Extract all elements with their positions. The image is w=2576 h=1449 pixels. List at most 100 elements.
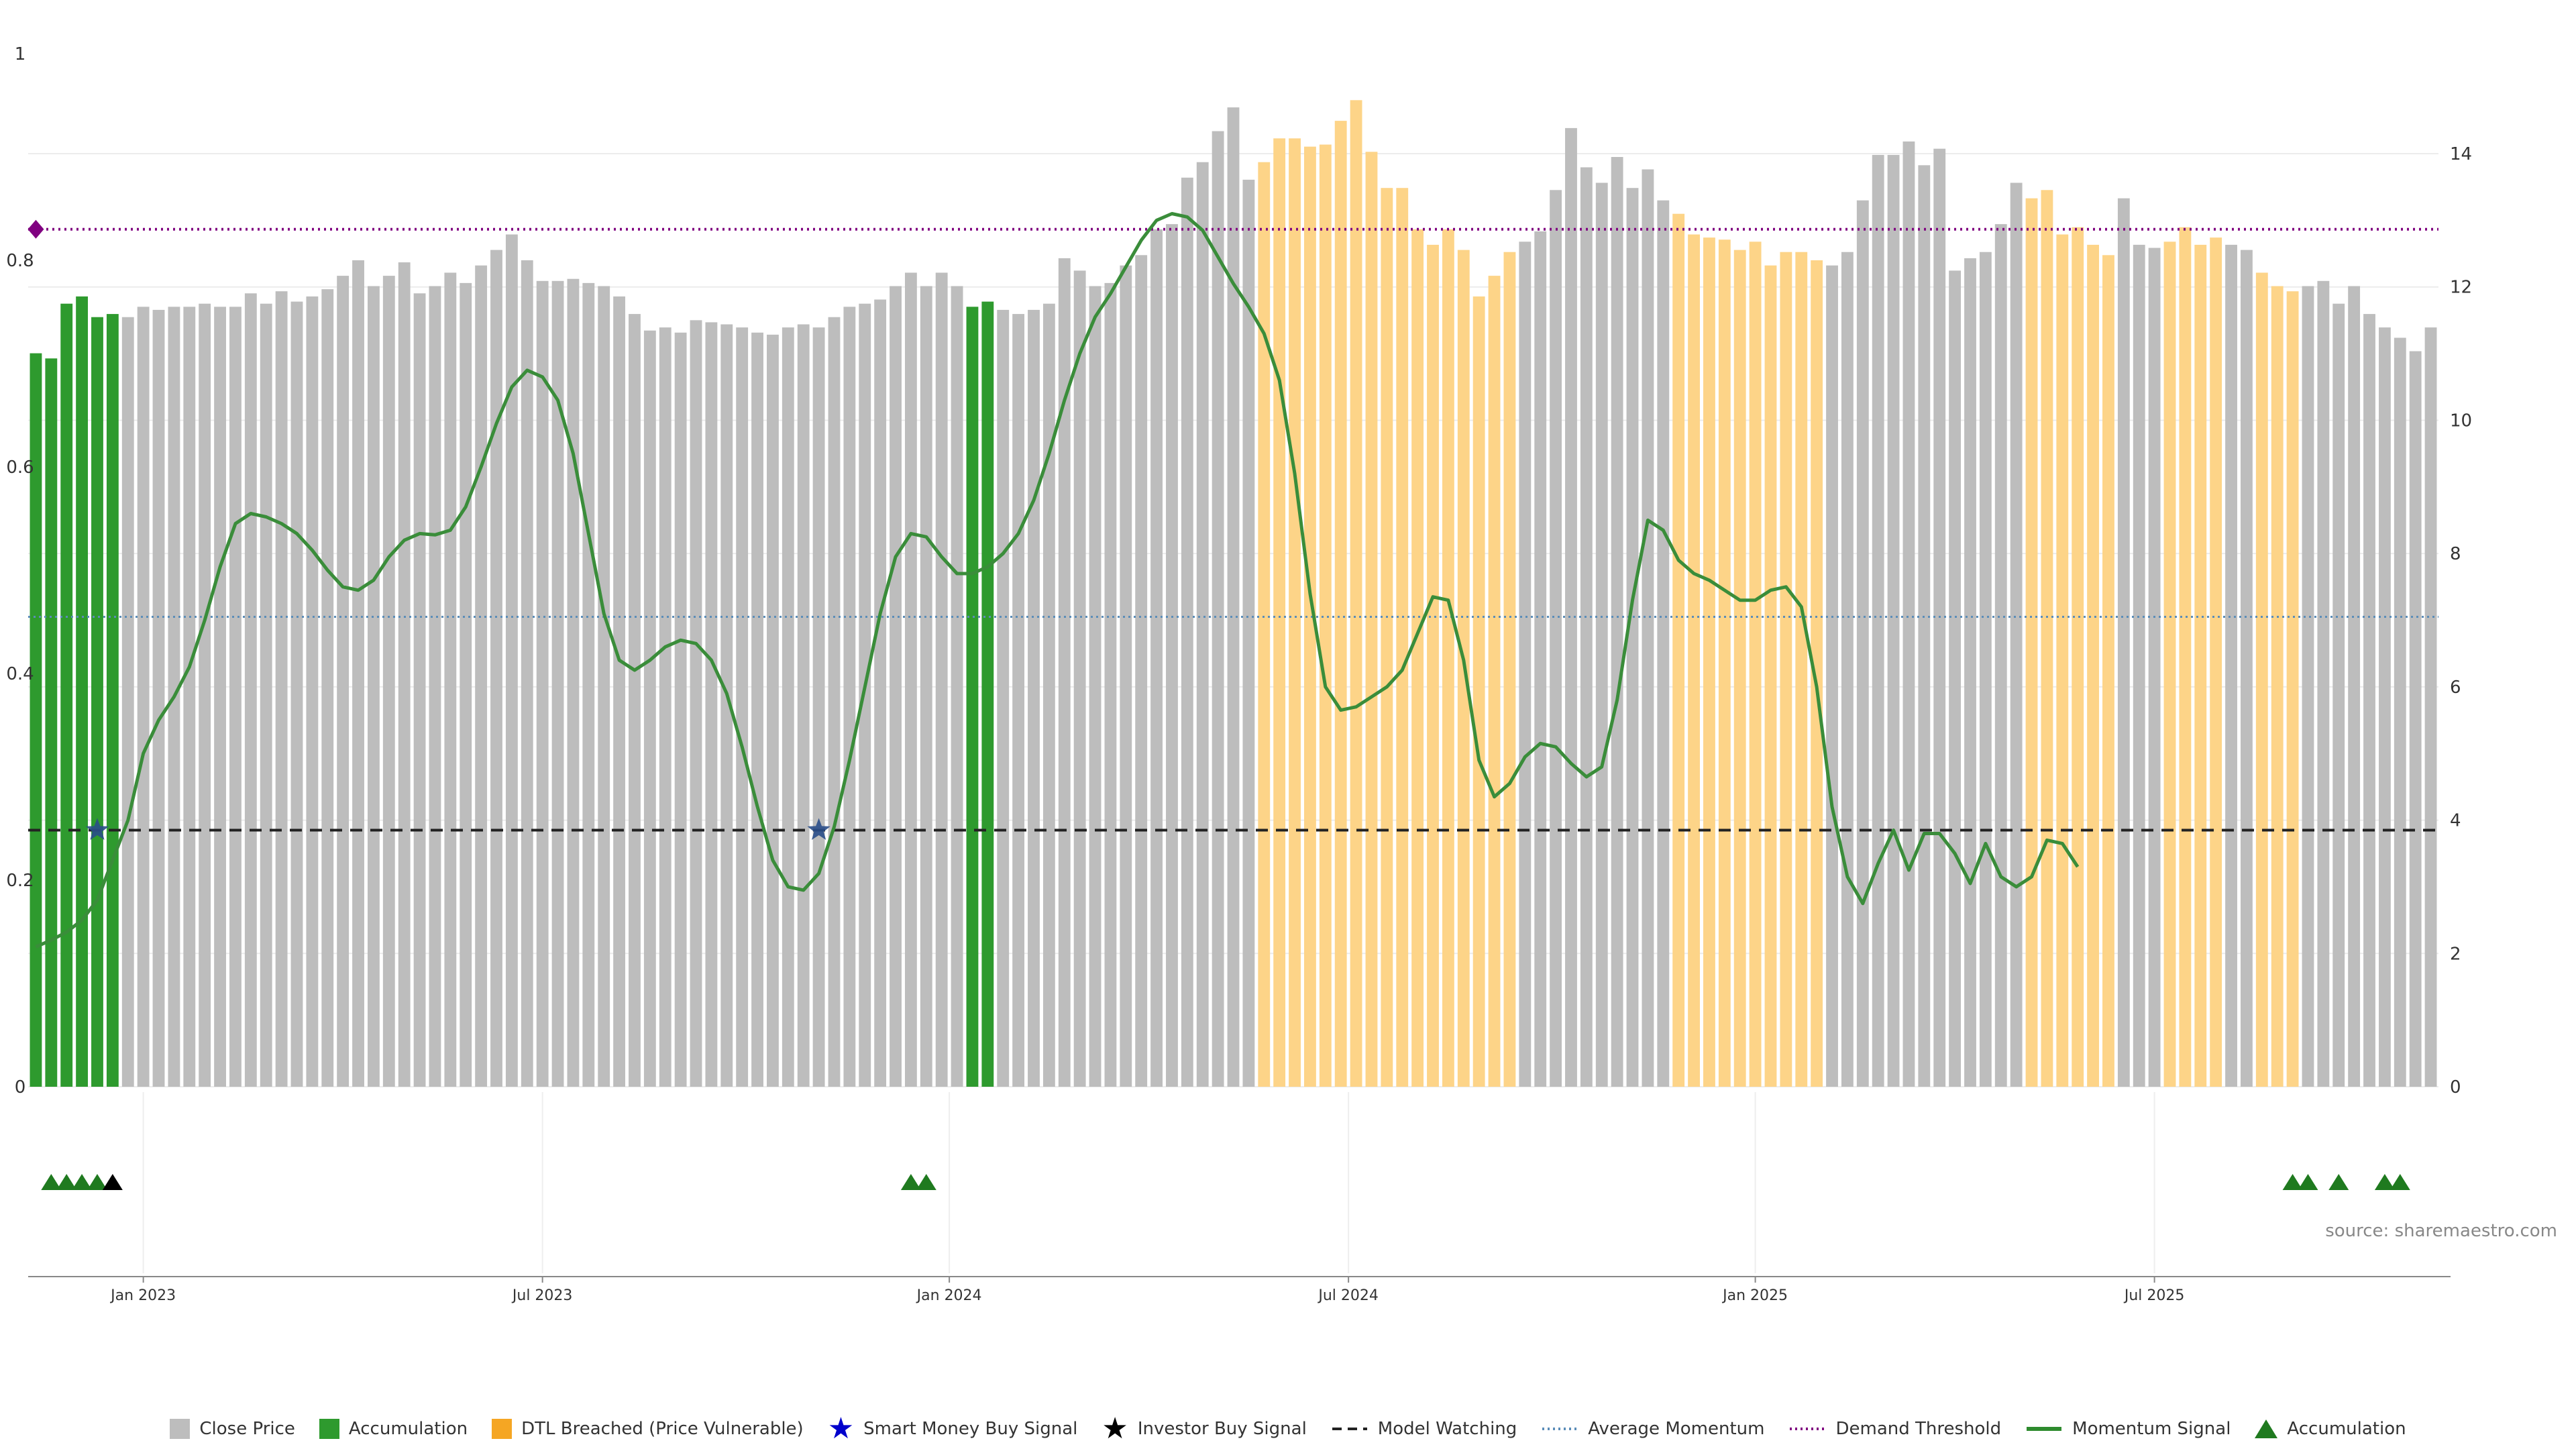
dtl-breached-bar [2255,272,2268,1087]
legend-label: Demand Threshold [1835,1419,2002,1439]
dtl-breached-bar [1672,213,1685,1087]
investor-buy-triangle-marker [102,1174,123,1190]
close-price-bar [2378,327,2391,1087]
close-price-bar [904,272,917,1087]
dtl-breached-bar [1396,188,1409,1087]
close-price-bar [935,272,948,1087]
left-axis-tick-label: 0.8 [6,251,34,271]
close-price-bar [183,307,196,1087]
dtl-breached-bar [1304,146,1316,1087]
legend-label: Momentum Signal [2072,1419,2231,1439]
legend-item: DTL Breached (Price Vulnerable) [492,1419,804,1439]
close-price-bar [2302,286,2314,1087]
close-price-bar [951,286,963,1087]
signal-markers [28,219,2410,1190]
dtl-breached-bar [1780,252,1792,1087]
legend-swatch-square [492,1419,513,1439]
close-price-bar [337,276,350,1087]
momentum-signal [35,212,2080,949]
legend-swatch-triangle [2255,1419,2278,1438]
close-price-bar [582,282,595,1087]
x-axis-tick-label: Jan 2023 [109,1287,176,1304]
legend-swatch-dot [1790,1428,1825,1430]
close-price-bar [382,276,395,1087]
close-price-bar [1550,190,1562,1087]
right-axis-tick-label: 0 [2450,1077,2461,1097]
dtl-breached-bar [1289,138,1301,1087]
accumulation-bar [60,303,73,1087]
dtl-breached-bar [1334,121,1347,1087]
dtl-breached-bar [1442,229,1454,1087]
close-price-bar [229,307,241,1087]
close-price-bar [214,307,226,1087]
close-price-bar [2424,327,2437,1087]
dtl-breached-bar [2087,244,2100,1087]
close-price-bar [1611,157,1623,1087]
x-axis-tick-label: Jan 2025 [1721,1287,1788,1304]
accumulation-triangle-marker [2282,1174,2303,1190]
close-price-bar [1073,270,1086,1087]
close-price-bar [720,324,733,1087]
accumulation-triangle-marker [56,1174,77,1190]
right-axis-tick-label: 12 [2450,278,2472,298]
close-price-bar [137,307,150,1087]
right-axis-tick-label: 2 [2450,944,2461,964]
close-price-bar [306,296,319,1087]
accumulation-triangle-marker [900,1174,921,1190]
demand-threshold-marker [28,219,44,239]
close-price-bar [643,330,656,1087]
legend-swatch-dash [1332,1428,1367,1430]
close-price-bar [1657,200,1670,1087]
dtl-breached-bar [1273,138,1286,1087]
legend-item: Momentum Signal [2025,1419,2231,1439]
close-price-bar [1979,252,1992,1087]
close-price-bar [1626,188,1639,1087]
dtl-breached-bar [2286,291,2299,1087]
dtl-breached-bar [2102,255,2114,1087]
close-price-bar [1120,265,1132,1087]
dtl-breached-bar [1488,276,1501,1087]
dtl-breached-bar [2025,198,2038,1087]
close-price-bar [1058,258,1071,1087]
accumulation-bar [45,358,58,1087]
close-price-bar [629,314,641,1087]
close-price-bar [1642,169,1654,1087]
close-price-bar [398,262,411,1087]
dtl-breached-bar [2163,241,2176,1087]
close-price-bar [352,260,364,1087]
close-price-bar [1196,162,1209,1087]
dtl-breached-bar [1503,252,1516,1087]
dtl-breached-bar [1472,296,1485,1087]
dtl-breached-bar [2072,227,2084,1087]
close-price-bar [2117,198,2130,1087]
legend-swatch-star: ★ [827,1411,855,1446]
close-price-bar [1150,229,1163,1087]
close-price-bar [674,332,687,1087]
close-price-bar [121,317,134,1087]
close-price-bar [812,327,825,1087]
dtl-breached-bar [1733,250,1746,1087]
close-price-bar [828,317,841,1087]
close-price-bar [521,260,533,1087]
accumulation-bar [981,301,994,1087]
close-price-bar [1242,179,1255,1087]
legend-swatch-square [170,1419,191,1439]
close-price-bar [567,278,580,1087]
left-axis-tick-label: 1 [15,44,26,64]
accumulation-triangle-marker [2328,1174,2349,1190]
close-price-bar [1534,231,1547,1087]
close-price-bar [1887,154,1900,1087]
close-price-bar [1841,252,1854,1087]
close-price-bar [1918,165,1931,1087]
accumulation-triangle-marker [87,1174,107,1190]
right-axis-tick-label: 14 [2450,144,2472,164]
legend-label: Accumulation [2287,1419,2406,1439]
close-price-bar [613,296,626,1087]
close-price-bar [890,286,902,1087]
close-price-bar [505,234,518,1087]
close-price-bar [1994,224,2007,1087]
accumulation-triangle-marker [41,1174,62,1190]
smart-money-buy-signal-star [85,818,109,840]
accumulation-triangle-marker [2298,1174,2318,1190]
